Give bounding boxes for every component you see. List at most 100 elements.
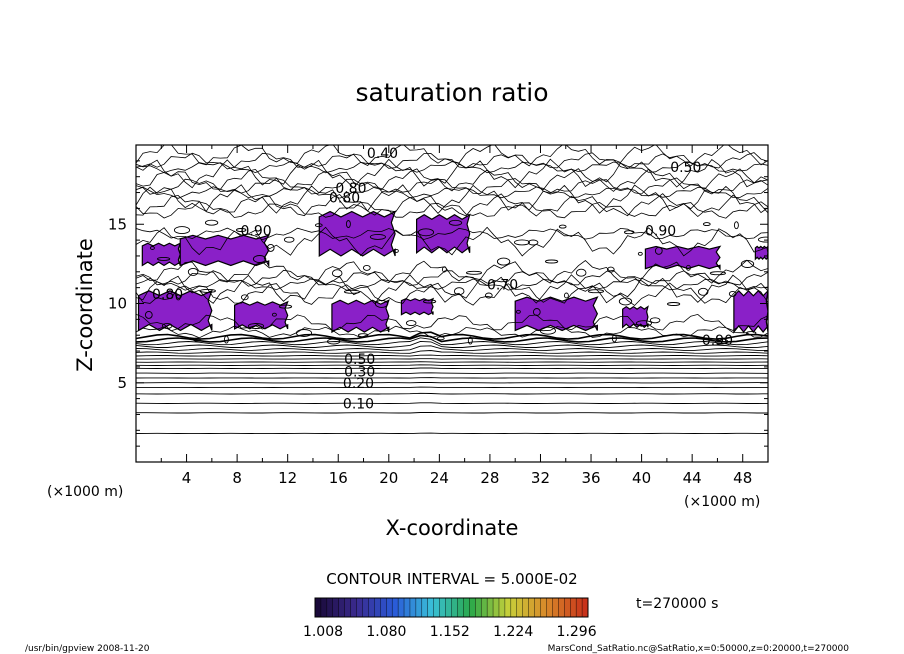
supersaturated-region [514,296,599,332]
colorbar-tick-label: 1.152 [430,624,470,640]
colorbar-bin [374,597,381,618]
colorbar-bin [380,597,387,618]
x-axis-label: X-coordinate [386,516,519,540]
colorbar-frame [314,597,589,618]
colorbar-bin [564,597,571,618]
footer-left: /usr/bin/gpview 2008-11-20 [25,644,150,654]
colorbar-bin [534,597,542,618]
colorbar-bin [552,597,559,618]
colorbar-bin [344,597,352,618]
contour-line [136,402,768,404]
contour-cell [733,221,739,230]
x-tick-label: 32 [531,469,550,487]
colorbar-bin [386,597,393,618]
contour-cell [623,230,635,235]
contour-cell [235,228,247,232]
contour-cell [465,270,483,275]
colorbar-bin [415,597,423,618]
contour-label: 0.20 [343,376,374,392]
contour-cell [187,267,199,276]
contour-label: 0.40 [367,146,398,162]
contour-cell [587,289,605,294]
contour-cell [240,294,249,301]
contour-cell [714,338,729,345]
colorbar-bin [480,597,488,618]
contour-cell [374,299,389,308]
contour-line [136,386,768,389]
supersaturated-region [233,300,289,330]
supersaturated-region [644,245,722,271]
contour-line [136,226,768,257]
contour-cell [192,337,201,342]
contour-line [136,432,768,435]
contour-label: 0.50 [670,160,701,176]
contour-line [136,334,768,343]
contour-cell [283,236,295,243]
contour-line [136,411,768,414]
contour-cell [405,320,417,327]
contour-line [136,168,768,192]
supersaturated-region [179,234,270,268]
contour-cell [563,292,569,299]
contour-cell [278,304,293,309]
x-unit-right: (×1000 m) [684,494,760,510]
y-tick-label: 5 [117,374,127,392]
contour-line [136,177,768,195]
contour-cell [757,236,768,243]
supersaturated-region [754,245,768,261]
contour-cell [436,336,445,341]
plot-frame [135,144,769,463]
contour-cell [331,269,343,278]
x-tick-label: 48 [733,469,752,487]
contour-cell [527,239,539,246]
contour-line [136,340,768,348]
x-tick-label: 40 [632,469,651,487]
contour-cell [417,228,435,237]
contour-label: 0.90 [241,224,272,240]
contour-line [136,269,768,287]
colorbar-bin [362,597,369,618]
colorbar-bin [445,597,453,618]
colorbar-bin [439,597,447,618]
contour-cell [223,335,229,344]
contour-line [136,361,768,363]
y-axis-label: Z-coordinate [73,238,97,372]
contour-cell [544,259,559,264]
contour-cell [314,223,323,228]
colorbar-bin [463,597,470,618]
contour-line [136,259,768,284]
contour-cell [343,289,361,294]
contour-cell [745,331,757,336]
contour-cell [266,243,275,252]
supersaturated-region [318,210,397,258]
contour-cell [666,302,681,306]
y-tick-label: 15 [108,215,127,233]
contour-line [136,227,768,241]
contour-line [136,193,768,218]
contour-line [136,367,768,370]
colorbar-bin [332,597,340,618]
contour-cell [326,338,341,345]
contour-cell [685,264,691,271]
x-tick-labels: 4 8 12 16 20 24 28 32 36 40 44 48 [182,469,752,487]
chart-title: saturation ratio [355,78,548,107]
contour-cell [156,256,171,261]
contour-cell [513,239,531,246]
contour-line [136,350,768,354]
contour-label: 0.90 [702,333,733,349]
contour-cell [697,287,709,296]
colorbar-bin [338,597,346,618]
colorbar-tick-label: 1.008 [303,624,343,640]
contour-label: 0.80 [335,181,366,197]
colorbar-bin [451,597,458,618]
contour-label: 0.80 [152,287,183,303]
contour-line [136,345,768,351]
contour-cell [453,287,465,296]
footer-right: MarsCond_SatRatio.nc@SatRatio,x=0:50000,… [548,644,850,654]
contour-interval: CONTOUR INTERVAL = 5.000E-02 [326,570,577,588]
colorbar-bin [570,597,577,618]
contour-cell [345,220,351,228]
colorbar-bin [314,597,322,618]
x-tick-label: 20 [379,469,398,487]
contour-cell [369,233,386,240]
